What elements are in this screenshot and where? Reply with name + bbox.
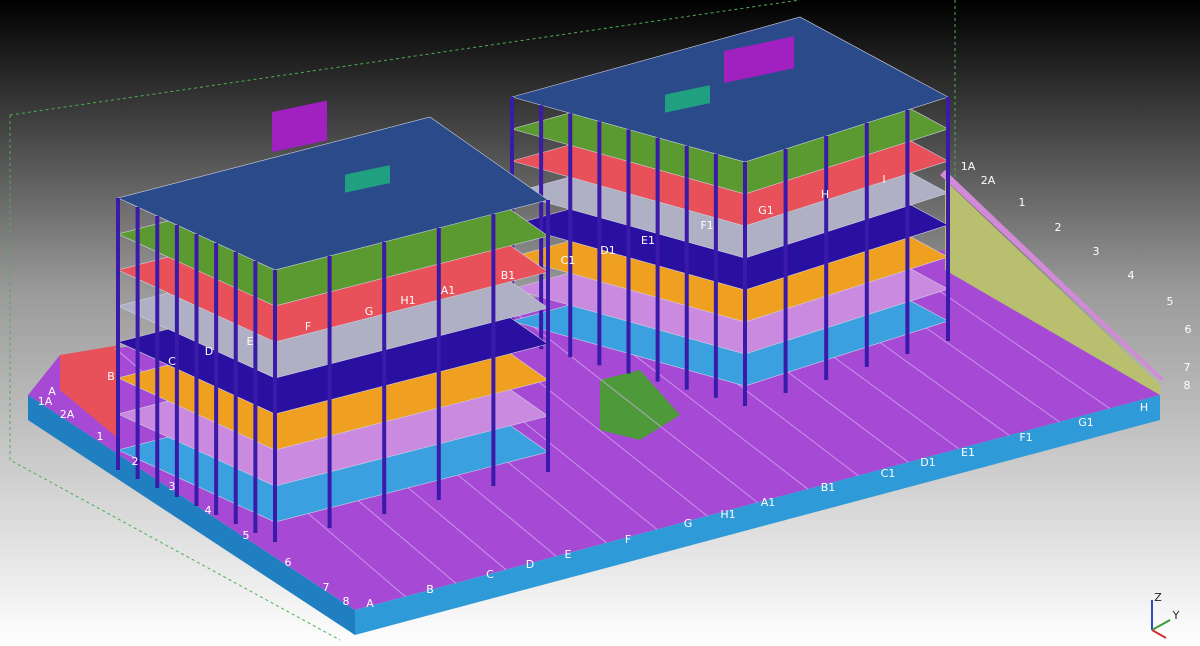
grid-label: F bbox=[305, 320, 311, 333]
grid-label: G1 bbox=[758, 204, 774, 217]
axis-triad: Z Y bbox=[1151, 591, 1180, 639]
grid-label: H1 bbox=[720, 508, 735, 521]
grid-label: C1 bbox=[881, 467, 896, 480]
stair-slope bbox=[945, 180, 1160, 395]
grid-label: B1 bbox=[821, 481, 836, 494]
grid-label: 4 bbox=[1128, 269, 1135, 282]
grid-label: E1 bbox=[641, 234, 655, 247]
grid-label: G bbox=[684, 517, 693, 530]
grid-label: A1 bbox=[761, 496, 776, 509]
grid-label: D bbox=[205, 345, 213, 358]
grid-label: A bbox=[48, 385, 56, 398]
handrail bbox=[940, 170, 1165, 380]
grid-label: I bbox=[882, 173, 885, 186]
grid-label: 8 bbox=[1184, 379, 1191, 392]
ramp-wall bbox=[60, 345, 120, 440]
grid-label: 1 bbox=[1019, 196, 1026, 209]
grid-label: G1 bbox=[1078, 416, 1094, 429]
grid-label: 4 bbox=[205, 504, 212, 517]
stair-core bbox=[600, 370, 680, 440]
grid-label: 7 bbox=[1184, 361, 1191, 374]
grid-label: 1 bbox=[97, 430, 104, 443]
grid-label: H bbox=[1140, 401, 1148, 414]
grid-label: 1A bbox=[38, 395, 53, 408]
buildings bbox=[116, 16, 950, 542]
grid-label: C1 bbox=[561, 254, 576, 267]
grid-label: 1A bbox=[961, 160, 976, 173]
grid-label: A bbox=[366, 597, 374, 610]
grid-label: 2A bbox=[981, 174, 996, 187]
grid-label: D1 bbox=[920, 456, 935, 469]
grid-label: E bbox=[247, 335, 254, 348]
grid-label: 5 bbox=[243, 529, 250, 542]
grid-label: 8 bbox=[343, 595, 350, 608]
grid-label: 3 bbox=[169, 480, 176, 493]
roof-hatch bbox=[345, 165, 390, 193]
grid-label: A1 bbox=[441, 284, 456, 297]
grid-label: 6 bbox=[285, 556, 292, 569]
axis-label: Y bbox=[1172, 609, 1180, 622]
slab-grid-line bbox=[502, 302, 758, 503]
grid-label: H bbox=[821, 188, 829, 201]
grid-label: B bbox=[107, 370, 115, 383]
grid-label: C bbox=[486, 568, 494, 581]
grid-label: B1 bbox=[501, 269, 516, 282]
edge-beam-front bbox=[355, 395, 1160, 635]
edge-beam-left bbox=[28, 395, 355, 635]
grid-label: 3 bbox=[1093, 245, 1100, 258]
work-area-box bbox=[9, 0, 956, 641]
grid-label: E bbox=[565, 548, 572, 561]
grid-label: G bbox=[365, 305, 374, 318]
grid-label: F bbox=[625, 533, 631, 546]
grid-label: 2 bbox=[132, 455, 139, 468]
grid-label: D1 bbox=[600, 244, 615, 257]
grid-labels: ABCDEFGH1A1B1C1D1E1F1G1H12345678A1A2ABCD… bbox=[38, 160, 1192, 610]
grid-label: D bbox=[526, 558, 534, 571]
grid-label: E1 bbox=[961, 446, 975, 459]
roof-hatch bbox=[665, 85, 710, 113]
grid-label: 5 bbox=[1167, 295, 1174, 308]
grid-label: F1 bbox=[700, 219, 713, 232]
grid-label: 6 bbox=[1185, 323, 1192, 336]
grid-label: 7 bbox=[323, 581, 330, 594]
roof-unit bbox=[724, 36, 794, 84]
grid-label: 2A bbox=[60, 408, 75, 421]
grid-label: F1 bbox=[1019, 431, 1032, 444]
grid-label: C bbox=[168, 355, 176, 368]
roof-unit bbox=[272, 100, 327, 153]
grid-label: 2 bbox=[1055, 221, 1062, 234]
grid-label: H1 bbox=[400, 294, 415, 307]
grid-label: B bbox=[426, 583, 434, 596]
axis-label: Z bbox=[1154, 591, 1162, 604]
